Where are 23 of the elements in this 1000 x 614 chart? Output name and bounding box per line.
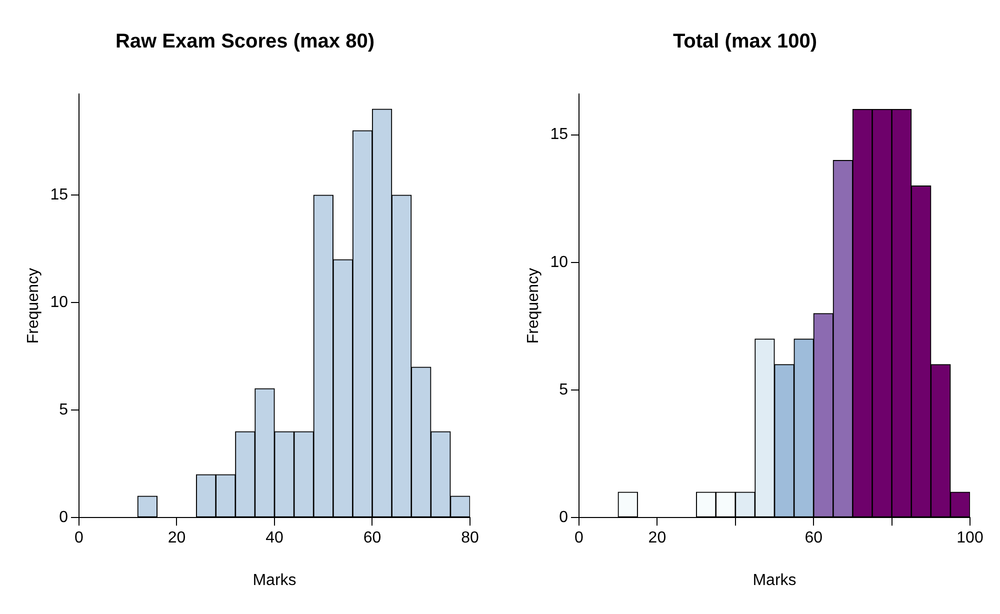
x-tick-label: 0 — [574, 530, 584, 547]
y-tick-label: 0 — [559, 509, 568, 526]
y-tick-label: 0 — [59, 509, 68, 526]
x-tick-label: 60 — [804, 530, 823, 547]
y-tick-label: 10 — [550, 254, 568, 271]
y-tick-label: 5 — [59, 401, 68, 418]
x-axis-title: Marks — [752, 572, 796, 589]
x-tick-label: 80 — [461, 530, 479, 547]
chart-title: Raw Exam Scores (max 80) — [115, 30, 375, 53]
y-axis-title: Frequency — [25, 268, 42, 344]
x-tick-label: 20 — [168, 530, 186, 547]
x-tick-label: 20 — [648, 530, 666, 547]
y-tick-label: 15 — [50, 186, 68, 204]
y-tick-label: 15 — [550, 126, 568, 144]
x-tick-label: 60 — [363, 530, 382, 547]
y-axis-title: Frequency — [525, 268, 542, 344]
y-tick-label: 10 — [50, 294, 68, 311]
x-tick-label: 40 — [266, 530, 284, 547]
x-tick-label: 100 — [956, 530, 984, 547]
x-tick-label: 0 — [74, 530, 84, 547]
chart-title: Total (max 100) — [672, 30, 818, 53]
x-axis-title: Marks — [252, 572, 296, 589]
y-tick-label: 5 — [559, 381, 568, 398]
